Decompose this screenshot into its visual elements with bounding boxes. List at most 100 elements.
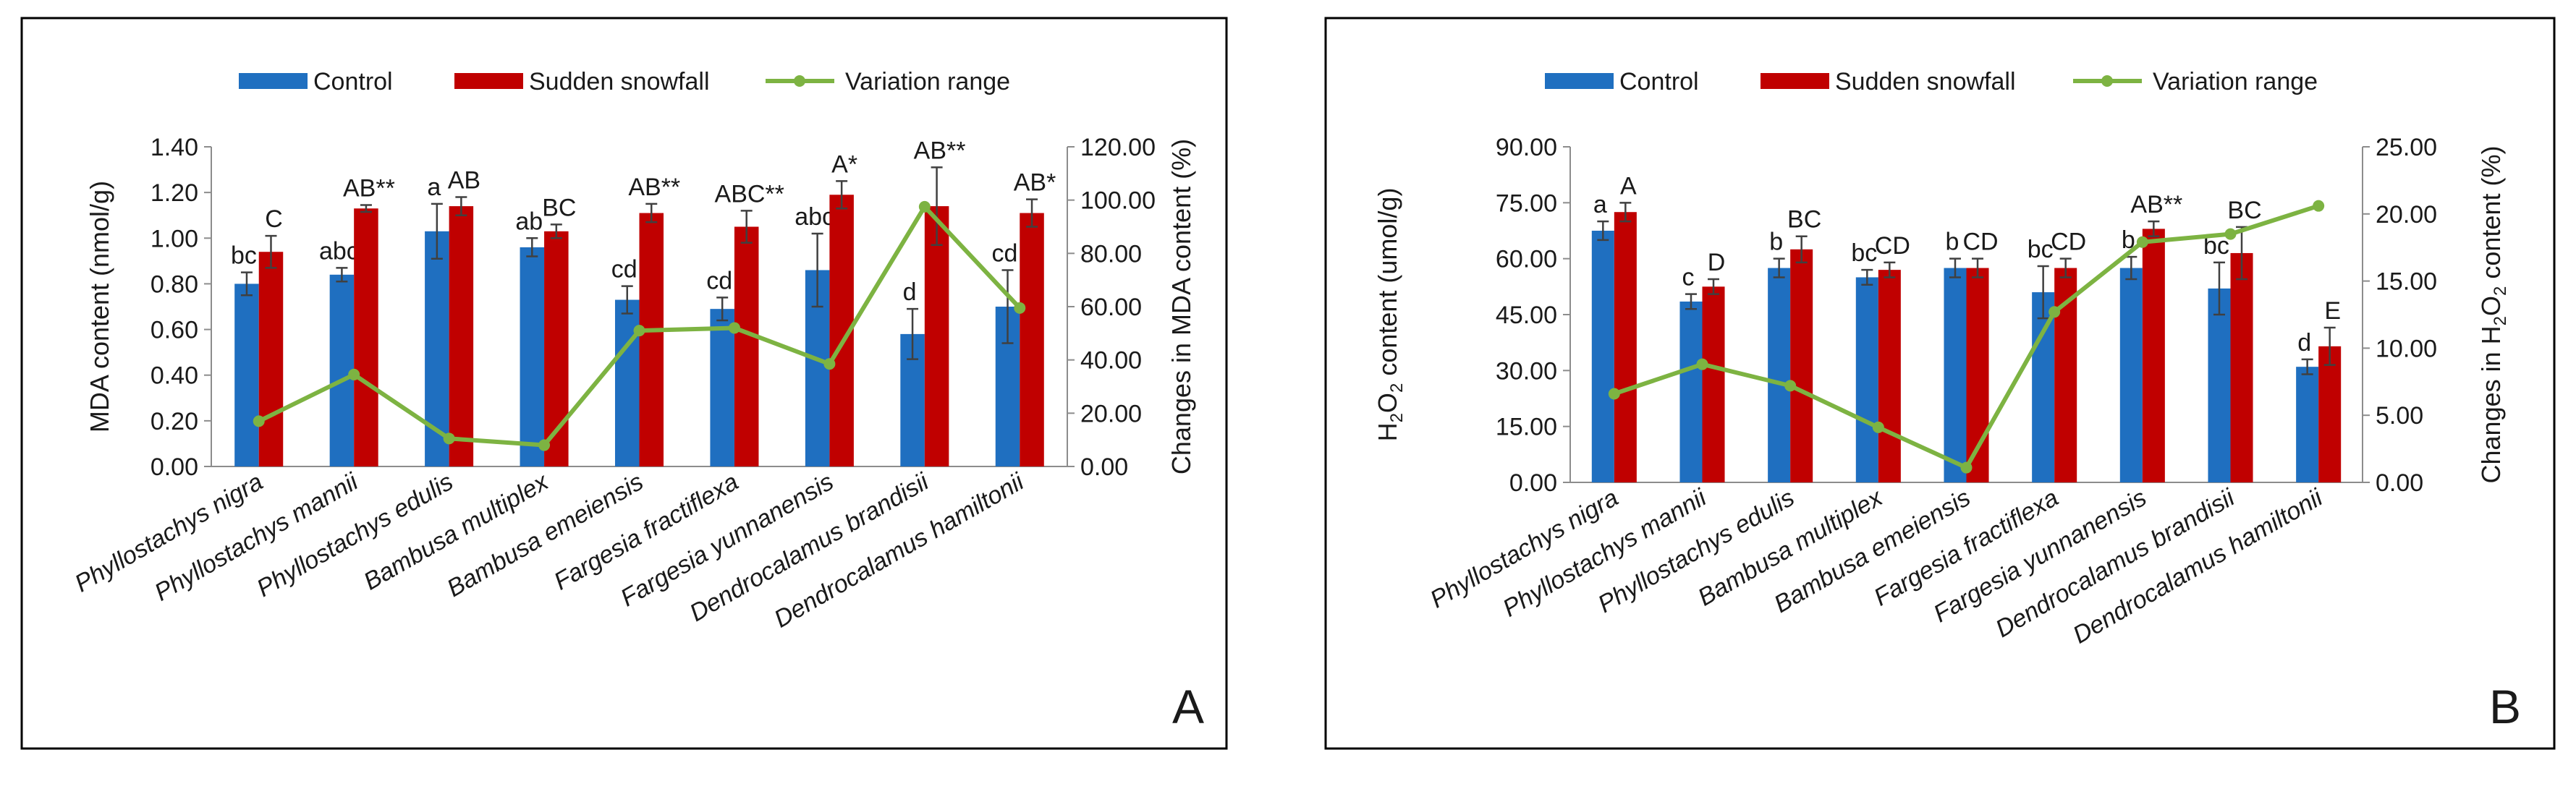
significance-label-snowfall: C <box>265 205 283 233</box>
y-tick-label: 75.00 <box>1496 189 1557 217</box>
y-tick-label: 30.00 <box>1496 357 1557 385</box>
y2-tick-label: 20.00 <box>2376 201 2437 229</box>
legend-marker-variation <box>794 75 805 87</box>
y-tick-label: 1.00 <box>151 225 198 252</box>
legend: Control Sudden snowfall Variation range <box>1545 68 2318 95</box>
bar-control <box>1768 268 1791 482</box>
variation-range-point <box>728 322 740 334</box>
significance-label-snowfall: BC <box>2227 197 2261 224</box>
bar-control <box>1591 231 1614 482</box>
y-tick-label: 0.00 <box>1509 469 1557 497</box>
bar-snowfall <box>449 206 474 466</box>
bar-snowfall <box>258 252 284 466</box>
significance-label-control: b <box>1946 229 1959 256</box>
legend-swatch-snow <box>454 73 523 89</box>
legend-label-control: Control <box>1619 68 1699 95</box>
y-axis-title: MDA content (nmol/g) <box>85 181 114 432</box>
y2-tick-label: 0.00 <box>1080 453 1128 481</box>
panel-label: A <box>1172 680 1204 733</box>
variation-range-point <box>633 325 645 337</box>
legend-swatch-control <box>1545 73 1614 89</box>
y2-tick-label: 60.00 <box>1080 294 1142 321</box>
variation-range-point <box>918 200 931 213</box>
variation-range-point <box>538 439 551 451</box>
significance-label-control: b <box>1769 229 1783 256</box>
bar-control <box>1944 268 1967 482</box>
y-tick-label: 0.40 <box>151 362 198 390</box>
y2-tick-label: 20.00 <box>1080 400 1142 427</box>
significance-label-control: c <box>1682 264 1694 291</box>
y-tick-label: 45.00 <box>1496 302 1557 329</box>
legend-label-control: Control <box>313 68 393 95</box>
bar-snowfall <box>1702 286 1725 482</box>
bar-snowfall <box>1790 249 1813 482</box>
significance-label-control: a <box>1593 191 1607 218</box>
legend-swatch-control <box>239 73 308 89</box>
y2-tick-label: 40.00 <box>1080 347 1142 375</box>
significance-label-control: cd <box>611 256 637 284</box>
significance-label-control: abc <box>795 203 834 231</box>
panel-frame <box>1324 17 2556 750</box>
bar-snowfall <box>734 226 759 466</box>
y-axis-title-text: MDA content (nmol/g) <box>85 181 114 432</box>
variation-range-point <box>2313 200 2325 212</box>
significance-label-snowfall: E <box>2324 297 2341 325</box>
variation-range-point <box>823 358 836 370</box>
y-tick-label: 0.00 <box>151 453 198 481</box>
bar-control <box>614 299 640 466</box>
bar-snowfall <box>2142 229 2165 482</box>
variation-range-point <box>1014 302 1026 314</box>
y2-axis-title-part: O <box>2476 296 2506 316</box>
significance-label-control: cd <box>706 267 732 294</box>
significance-label-control: a <box>427 174 441 201</box>
bar-snowfall <box>1614 212 1637 482</box>
bar-control <box>234 284 259 466</box>
y2-tick-label: 10.00 <box>2376 335 2437 362</box>
y-tick-label: 1.20 <box>151 179 198 207</box>
y2-axis-title-text: Changes in MDA content (%) <box>1166 139 1196 474</box>
bar-snowfall <box>924 206 949 466</box>
variation-range-point <box>253 415 265 427</box>
chart-panel-a: Control Sudden snowfall Variation range 0.0… <box>20 17 1228 750</box>
panel-label: B <box>2489 680 2521 733</box>
y-tick-label: 0.80 <box>151 270 198 298</box>
y-tick-label: 0.60 <box>151 317 198 344</box>
bar-control <box>710 309 734 466</box>
y2-tick-label: 15.00 <box>2376 268 2437 296</box>
significance-label-control: bc <box>231 242 257 270</box>
y2-axis-title: Changes in H2O2 content (%) <box>2476 146 2510 484</box>
y2-axis-title-part: content (%) <box>2476 146 2506 286</box>
variation-range-point <box>2224 228 2237 240</box>
y-axis-title: H2O2 content (umol/g) <box>1373 188 1407 442</box>
y2-axis-title-sub: 2 <box>2491 286 2510 296</box>
y-tick-label: 0.20 <box>151 408 198 435</box>
significance-label-control: bc <box>1851 239 1877 267</box>
significance-label-snowfall: BC <box>542 194 576 221</box>
y-tick-label: 1.40 <box>151 134 198 161</box>
y2-tick-label: 80.00 <box>1080 240 1142 268</box>
bar-control <box>1855 277 1878 482</box>
significance-label-snowfall: D <box>1708 249 1726 276</box>
y-axis-title-sub: 2 <box>1387 383 1407 393</box>
y2-axis-title-part: Changes in H <box>2476 325 2506 483</box>
significance-label-snowfall: AB** <box>628 174 680 201</box>
significance-label-snowfall: ABC** <box>715 180 784 208</box>
bar-snowfall <box>2318 346 2342 482</box>
variation-range-point <box>2048 306 2061 318</box>
significance-label-snowfall: AB** <box>914 137 966 164</box>
bar-snowfall <box>2054 268 2077 482</box>
legend-label-variation: Variation range <box>2153 68 2318 95</box>
significance-label-snowfall: AB** <box>343 175 395 202</box>
bar-control <box>2032 292 2055 482</box>
y-tick-label: 15.00 <box>1496 414 1557 441</box>
bar-control <box>520 247 545 466</box>
bar-control <box>2296 367 2319 482</box>
y-axis-title-part: H <box>1373 422 1402 441</box>
bar-snowfall <box>1020 213 1044 466</box>
y-axis-title-part: content (umol/g) <box>1373 188 1402 383</box>
significance-label-control: b <box>2122 226 2135 254</box>
significance-label-control: ab <box>515 208 543 235</box>
significance-label-snowfall: CD <box>1875 232 1910 260</box>
variation-range-point <box>443 432 455 445</box>
